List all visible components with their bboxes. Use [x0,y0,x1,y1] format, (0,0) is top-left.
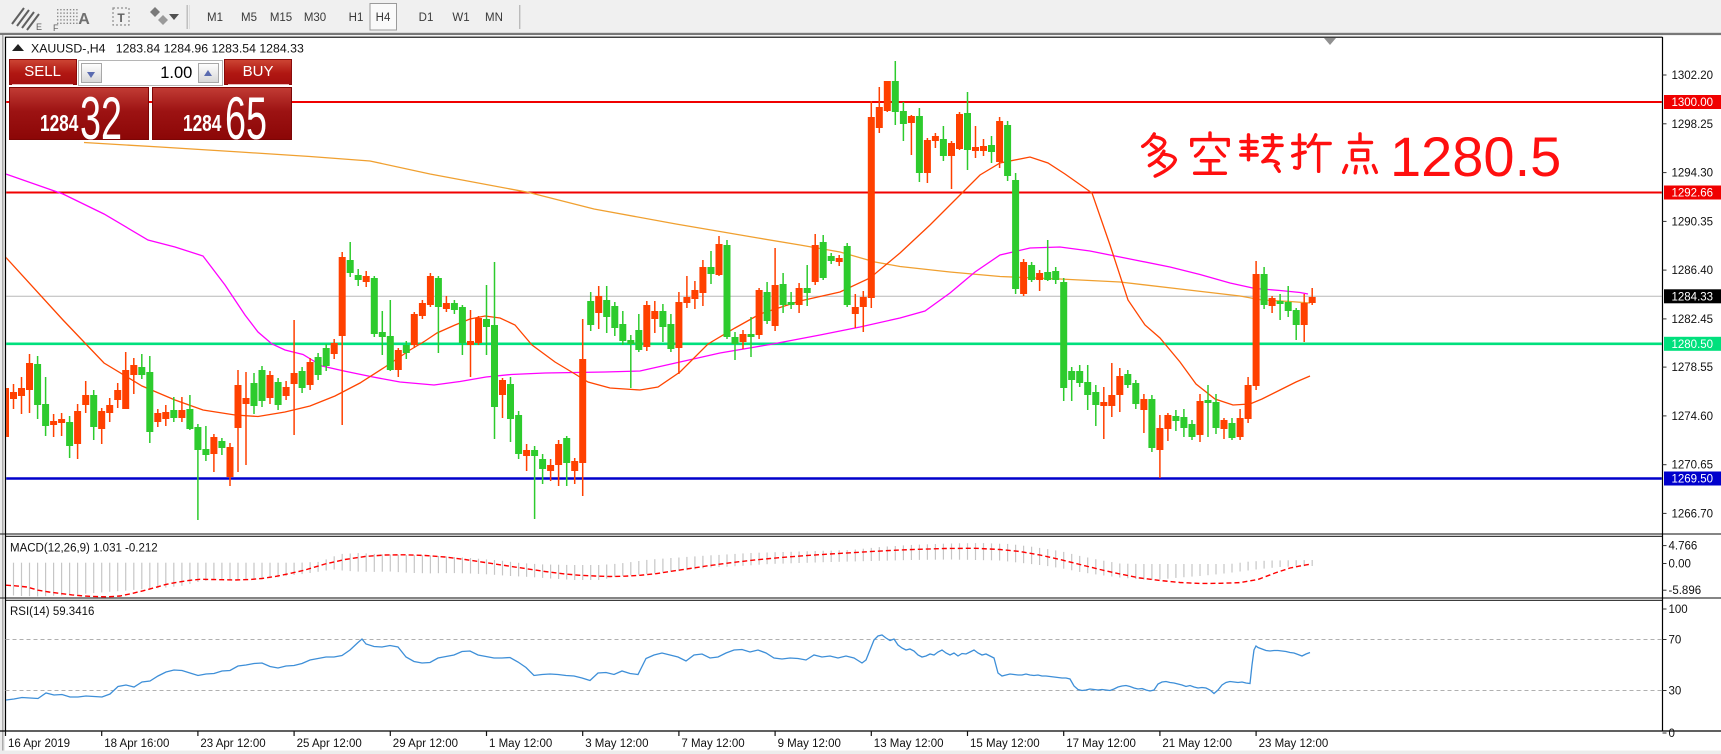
svg-text:H1: H1 [349,12,364,24]
svg-text:23 May 12:00: 23 May 12:00 [1259,738,1329,750]
svg-text:1300.00: 1300.00 [1672,97,1714,109]
svg-text:D1: D1 [419,12,434,24]
svg-text:21 May 12:00: 21 May 12:00 [1162,738,1232,750]
svg-text:1298.25: 1298.25 [1672,119,1714,131]
svg-text:1294.30: 1294.30 [1672,168,1714,180]
svg-text:7 May 12:00: 7 May 12:00 [681,738,744,750]
svg-text:H4: H4 [376,12,391,24]
svg-text:M30: M30 [304,12,326,24]
svg-text:4.766: 4.766 [1669,541,1698,553]
svg-text:F: F [53,23,59,33]
svg-text:1278.55: 1278.55 [1672,362,1714,374]
svg-text:17 May 12:00: 17 May 12:00 [1066,738,1136,750]
svg-text:70: 70 [1669,635,1682,647]
svg-text:29 Apr 12:00: 29 Apr 12:00 [393,738,458,750]
svg-text:1 May 12:00: 1 May 12:00 [489,738,552,750]
svg-text:MACD(12,26,9) 1.031 -0.212: MACD(12,26,9) 1.031 -0.212 [10,543,158,555]
svg-text:30: 30 [1669,686,1682,698]
svg-text:1286.40: 1286.40 [1672,265,1714,277]
svg-text:M15: M15 [270,12,292,24]
svg-text:1274.60: 1274.60 [1672,411,1714,423]
svg-text:1302.20: 1302.20 [1672,70,1714,82]
svg-text:XAUUSD-,H4 1283.84 1284.96 1: XAUUSD-,H4 1283.84 1284.96 1283.54 1284.… [31,42,304,56]
svg-text:15 May 12:00: 15 May 12:00 [970,738,1040,750]
svg-text:A: A [78,11,90,28]
svg-text:0.00: 0.00 [1669,559,1691,571]
svg-text:1284.33: 1284.33 [1672,292,1714,304]
svg-text:MN: MN [485,12,503,24]
svg-text:1282.45: 1282.45 [1672,314,1714,326]
svg-text:1290.35: 1290.35 [1672,216,1714,228]
svg-text:M1: M1 [207,12,223,24]
svg-text:1292.66: 1292.66 [1672,188,1714,200]
svg-text:25 Apr 12:00: 25 Apr 12:00 [297,738,362,750]
svg-text:23 Apr 12:00: 23 Apr 12:00 [200,738,265,750]
svg-text:1280.5: 1280.5 [1390,125,1561,188]
svg-text:1270.65: 1270.65 [1672,460,1714,472]
svg-text:-5.896: -5.896 [1669,585,1702,597]
svg-text:1280.50: 1280.50 [1672,339,1714,351]
svg-text:1269.50: 1269.50 [1672,474,1714,486]
svg-text:1266.70: 1266.70 [1672,508,1714,520]
svg-text:9 May 12:00: 9 May 12:00 [778,738,841,750]
svg-text:T: T [117,11,125,25]
svg-text:M5: M5 [241,12,257,24]
svg-text:E: E [36,22,42,32]
svg-text:0: 0 [1669,728,1675,740]
svg-text:RSI(14) 59.3416: RSI(14) 59.3416 [10,606,94,618]
svg-text:100: 100 [1669,604,1688,616]
svg-text:W1: W1 [452,12,469,24]
svg-text:18 Apr 16:00: 18 Apr 16:00 [104,738,169,750]
svg-text:3 May 12:00: 3 May 12:00 [585,738,648,750]
svg-text:13 May 12:00: 13 May 12:00 [874,738,944,750]
svg-text:16 Apr 2019: 16 Apr 2019 [8,738,70,750]
